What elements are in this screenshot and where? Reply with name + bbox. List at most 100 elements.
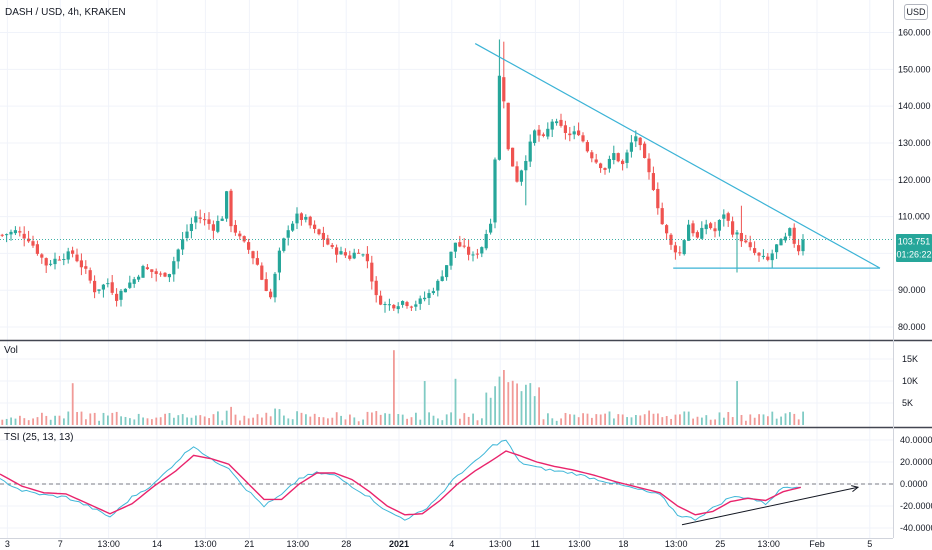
candle-body bbox=[216, 220, 220, 232]
candle-body bbox=[269, 291, 273, 298]
tsi-tick-label: 20.0000 bbox=[900, 457, 932, 467]
tsi-tick-label: -40.0000 bbox=[900, 523, 932, 533]
candle-body bbox=[700, 227, 704, 239]
volume-bar bbox=[203, 416, 206, 425]
axis-labels: 80.00090.000100.000110.000120.000130.000… bbox=[5, 28, 932, 550]
volume-bar bbox=[705, 415, 708, 425]
candle-body bbox=[115, 293, 119, 301]
candle-body bbox=[273, 273, 277, 298]
candle-body bbox=[599, 163, 603, 169]
time-tick-label: 13:00 bbox=[489, 539, 512, 549]
volume-bar bbox=[802, 411, 804, 425]
volume-bar bbox=[208, 418, 210, 425]
volume-bar bbox=[696, 416, 699, 425]
candle-body bbox=[62, 259, 66, 261]
time-tick-label: 18 bbox=[618, 539, 628, 549]
candle-body bbox=[163, 272, 167, 277]
candle-body bbox=[247, 242, 251, 250]
volume-bar bbox=[533, 396, 536, 425]
volume-bar bbox=[36, 417, 39, 425]
candle-body bbox=[788, 228, 792, 236]
volume-bar bbox=[432, 415, 435, 425]
volume-bar bbox=[793, 413, 796, 425]
volume-bar bbox=[736, 381, 738, 425]
candle-body bbox=[577, 130, 581, 136]
candle-body bbox=[766, 256, 770, 260]
volume-bar bbox=[555, 420, 558, 425]
volume-bar bbox=[740, 414, 743, 425]
candle-body bbox=[709, 223, 713, 229]
volume-bar bbox=[542, 419, 545, 425]
candle-body bbox=[233, 224, 237, 233]
volume-bar bbox=[419, 419, 422, 425]
candle-body bbox=[5, 234, 9, 236]
volume-bar bbox=[199, 415, 202, 425]
volume-bar bbox=[327, 418, 329, 425]
volume-bar bbox=[300, 412, 303, 425]
time-tick-label: 5 bbox=[867, 539, 872, 549]
volume-bar bbox=[243, 415, 246, 425]
candle-body bbox=[643, 143, 647, 158]
candle-body bbox=[585, 142, 589, 152]
volume-bar bbox=[177, 415, 180, 425]
candle-body bbox=[568, 133, 572, 136]
grid-layer bbox=[0, 0, 893, 538]
candle-body bbox=[673, 245, 677, 253]
volume-bars bbox=[1, 350, 804, 425]
volume-bar bbox=[19, 415, 21, 425]
volume-bar bbox=[159, 417, 162, 425]
time-tick-label: 2021 bbox=[389, 539, 409, 549]
volume-bar bbox=[353, 417, 356, 425]
volume-bar bbox=[692, 418, 694, 425]
candle-body bbox=[603, 168, 607, 170]
volume-bar bbox=[406, 418, 408, 425]
volume-bar bbox=[41, 412, 43, 425]
volume-bar bbox=[503, 370, 505, 425]
candle-body bbox=[731, 221, 735, 235]
candle-body bbox=[761, 255, 765, 257]
candle-body bbox=[792, 227, 796, 244]
candle-body bbox=[220, 218, 224, 221]
candle-body bbox=[264, 279, 268, 291]
divergence-arrowhead bbox=[851, 485, 860, 492]
candle-body bbox=[722, 214, 726, 219]
candle-body bbox=[414, 304, 418, 307]
candle-body bbox=[260, 265, 264, 280]
candle-body bbox=[40, 254, 44, 258]
candle-body bbox=[497, 75, 501, 160]
volume-bar bbox=[560, 418, 562, 425]
volume-bar bbox=[10, 417, 12, 425]
volume-bar bbox=[731, 417, 734, 425]
volume-bar bbox=[371, 412, 373, 425]
volume-bar bbox=[221, 420, 224, 425]
volume-bar bbox=[190, 417, 193, 425]
candle-body bbox=[660, 208, 664, 225]
candle-body bbox=[251, 251, 255, 259]
candle-body bbox=[106, 283, 110, 285]
candle-body bbox=[185, 231, 189, 238]
volume-bar bbox=[173, 417, 175, 425]
candle-body bbox=[339, 251, 343, 255]
volume-bar bbox=[393, 350, 395, 425]
candle-body bbox=[581, 135, 585, 142]
time-tick-label: 13:00 bbox=[287, 539, 310, 549]
volume-bar bbox=[608, 411, 611, 425]
candle-body bbox=[612, 153, 616, 160]
tsi-tick-label: -20.0000 bbox=[900, 501, 932, 511]
volume-bar bbox=[287, 418, 290, 425]
volume-bar bbox=[340, 415, 342, 425]
volume-pane-label: Vol bbox=[4, 345, 18, 356]
volume-bar bbox=[551, 418, 554, 425]
currency-badge[interactable]: USD bbox=[904, 4, 928, 20]
volume-bar bbox=[753, 417, 756, 425]
candle-body bbox=[744, 240, 748, 243]
volume-bar bbox=[305, 414, 307, 425]
time-tick-label: 14 bbox=[152, 539, 162, 549]
candle-body bbox=[66, 251, 70, 260]
time-tick-label: 13:00 bbox=[194, 539, 217, 549]
bar-countdown: 01:26:22 bbox=[896, 250, 931, 260]
candle-body bbox=[467, 246, 471, 255]
candle-body bbox=[757, 252, 761, 256]
candle-body bbox=[387, 304, 391, 306]
volume-bar bbox=[648, 410, 650, 425]
